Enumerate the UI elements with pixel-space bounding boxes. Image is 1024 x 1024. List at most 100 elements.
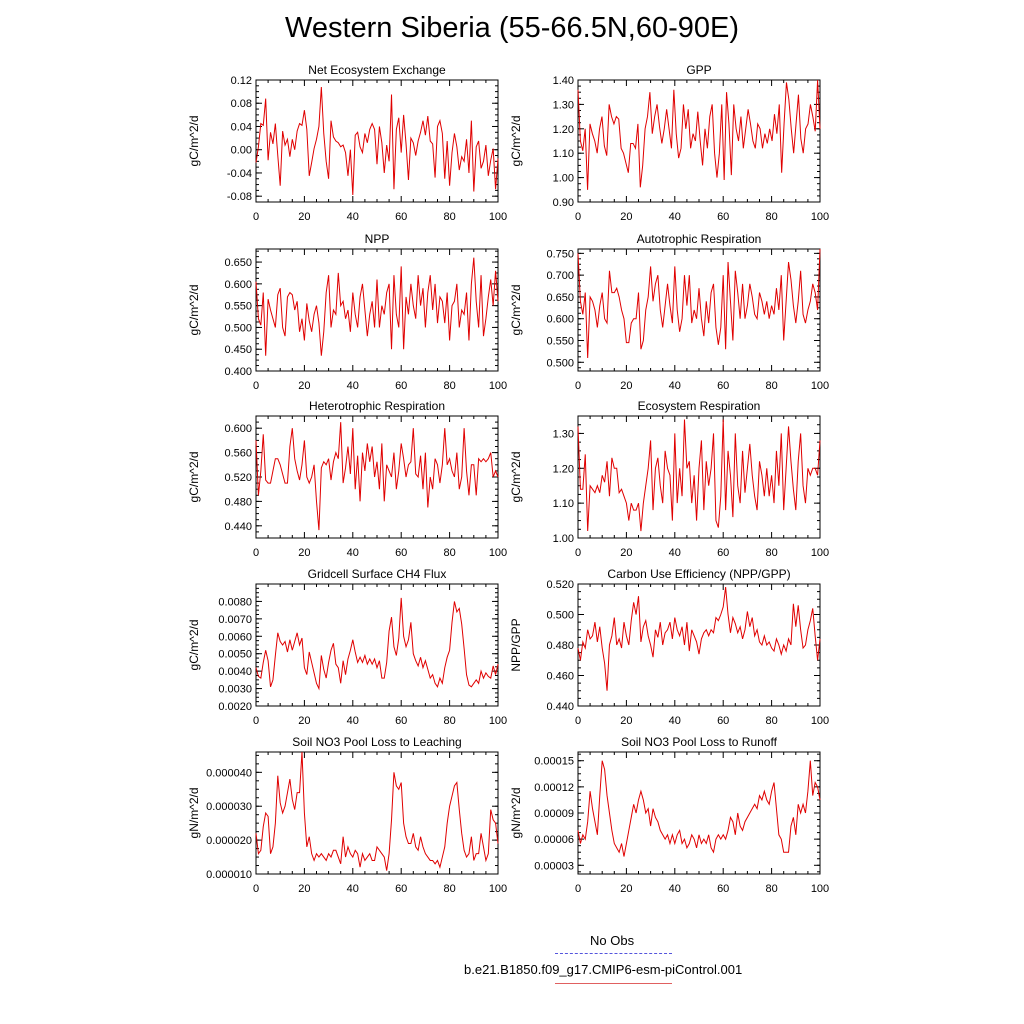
y-axis-label: gC/m^2/d: [187, 116, 201, 167]
x-tick-label: 100: [489, 380, 507, 392]
x-tick-label: 60: [395, 715, 407, 727]
plot-frame: [255, 751, 499, 875]
chart-ch4-flux: Gridcell Surface CH4 Flux gC/m^2/d 0 20 40 60…: [170, 562, 510, 730]
chart-svg: Carbon Use Efficiency (NPP/GPP) NPP/GPP 0 2…: [509, 567, 829, 727]
y-axis-label: gN/m^2/d: [509, 788, 523, 839]
chart-title: Soil NO3 Pool Loss to Leaching: [292, 735, 461, 749]
y-tick-label: 0.500: [546, 610, 574, 622]
y-tick-label: 0.000010: [206, 869, 252, 881]
x-tick-label: 0: [253, 547, 259, 559]
y-tick-label: 1.00: [553, 173, 574, 185]
y-tick-label: 1.30: [553, 99, 574, 111]
chart-heterotrophic-respiration: Heterotrophic Respiration gC/m^2/d 0 20 40 60…: [170, 394, 510, 562]
series-line: [577, 760, 821, 857]
x-tick-label: 100: [811, 883, 829, 895]
series-line: [577, 248, 821, 358]
x-tick-label: 20: [298, 211, 310, 223]
series-line: [577, 419, 821, 532]
series-line: [255, 86, 499, 196]
y-tick-label: 0.520: [546, 579, 574, 591]
y-tick-label: 0.00009: [534, 808, 574, 820]
series-line: [255, 422, 499, 531]
x-tick-label: 60: [717, 211, 729, 223]
chart-svg: Soil NO3 Pool Loss to Runoff gN/m^2/d 0 20 4…: [509, 735, 829, 895]
y-tick-label: -0.04: [227, 168, 252, 180]
y-tick-label: 0.600: [224, 423, 252, 435]
x-tick-label: 0: [253, 715, 259, 727]
legend: No Obs b.e21.B1850.f09_g17.CMIP6-esm-piC…: [450, 930, 750, 1000]
chart-title: Ecosystem Respiration: [638, 399, 761, 413]
series-line: [255, 751, 499, 871]
chart-autotrophic-respiration: Autotrophic Respiration gC/m^2/d 0 20 40 60 80…: [492, 227, 832, 395]
x-tick-label: 100: [811, 547, 829, 559]
legend-obs-line: [555, 953, 672, 954]
y-tick-label: 0.0040: [218, 666, 252, 678]
y-tick-label: 0.00012: [534, 782, 574, 794]
chart-npp: NPP gC/m^2/d 0 20 40 60 80 100 0.400 0.450 0.500 0.…: [170, 227, 510, 395]
x-tick-label: 0: [253, 211, 259, 223]
chart-svg: NPP gC/m^2/d 0 20 40 60 80 100 0.400 0.450 0.500 0.…: [187, 232, 507, 392]
x-tick-label: 20: [298, 380, 310, 392]
x-tick-label: 40: [347, 547, 359, 559]
chart-svg: Soil NO3 Pool Loss to Leaching gN/m^2/d 0 2…: [187, 735, 507, 895]
y-tick-label: 0.12: [231, 75, 252, 87]
y-tick-label: 0.500: [546, 357, 574, 369]
y-tick-label: 0.650: [224, 257, 252, 269]
y-tick-label: 0.00015: [534, 756, 574, 768]
plot-frame: [577, 248, 821, 372]
chart-gpp: GPP gC/m^2/d 0 20 40 60 80 100 0.90 1.00 1.10 1.20 1…: [492, 58, 832, 226]
y-tick-label: -0.08: [227, 191, 252, 203]
chart-carbon-use-efficiency: Carbon Use Efficiency (NPP/GPP) NPP/GPP 0 2…: [492, 562, 832, 730]
y-tick-label: 1.20: [553, 463, 574, 475]
chart-title: Gridcell Surface CH4 Flux: [308, 567, 447, 581]
y-tick-label: 0.08: [231, 98, 252, 110]
x-tick-label: 100: [811, 715, 829, 727]
x-tick-label: 40: [347, 883, 359, 895]
y-axis-label: gN/m^2/d: [187, 788, 201, 839]
y-tick-label: 1.00: [553, 533, 574, 545]
chart-title: NPP: [365, 232, 390, 246]
x-tick-label: 80: [443, 380, 455, 392]
y-tick-label: 0.560: [224, 448, 252, 460]
chart-title: Net Ecosystem Exchange: [308, 63, 446, 77]
y-axis-label: NPP/GPP: [509, 618, 523, 671]
x-tick-label: 80: [443, 715, 455, 727]
x-tick-label: 100: [811, 211, 829, 223]
x-tick-label: 0: [575, 883, 581, 895]
chart-svg: Ecosystem Respiration gC/m^2/d 0 20 40 60 80 10…: [509, 399, 829, 559]
y-tick-label: 1.10: [553, 148, 574, 160]
x-tick-label: 80: [443, 547, 455, 559]
y-tick-label: 1.20: [553, 124, 574, 136]
x-tick-label: 80: [765, 211, 777, 223]
y-tick-label: 0.550: [546, 336, 574, 348]
y-tick-label: 0.00: [231, 145, 252, 157]
y-tick-label: 0.0050: [218, 649, 252, 661]
y-tick-label: 0.440: [224, 521, 252, 533]
x-tick-label: 60: [395, 547, 407, 559]
x-tick-label: 20: [620, 380, 632, 392]
y-tick-label: 0.000030: [206, 801, 252, 813]
x-tick-label: 0: [253, 883, 259, 895]
legend-case-label: b.e21.B1850.f09_g17.CMIP6-esm-piControl.…: [464, 962, 743, 977]
y-axis-label: gC/m^2/d: [509, 452, 523, 503]
y-tick-label: 0.000020: [206, 835, 252, 847]
x-tick-label: 40: [347, 380, 359, 392]
chart-title: Soil NO3 Pool Loss to Runoff: [621, 735, 778, 749]
x-tick-label: 100: [489, 715, 507, 727]
plot-frame: [255, 583, 499, 707]
y-tick-label: 0.0060: [218, 631, 252, 643]
y-tick-label: 0.400: [224, 366, 252, 378]
x-tick-label: 40: [347, 715, 359, 727]
y-tick-label: 0.00006: [534, 834, 574, 846]
y-tick-label: 0.0080: [218, 596, 252, 608]
y-axis-label: gC/m^2/d: [187, 285, 201, 336]
x-tick-label: 60: [717, 883, 729, 895]
x-tick-label: 80: [443, 883, 455, 895]
x-tick-label: 20: [298, 883, 310, 895]
x-tick-label: 0: [575, 211, 581, 223]
x-tick-label: 60: [717, 547, 729, 559]
x-tick-label: 20: [620, 883, 632, 895]
chart-svg: Net Ecosystem Exchange gC/m^2/d 0 20 40 60 80 1…: [187, 63, 507, 223]
x-tick-label: 40: [669, 883, 681, 895]
series-line: [577, 79, 821, 190]
